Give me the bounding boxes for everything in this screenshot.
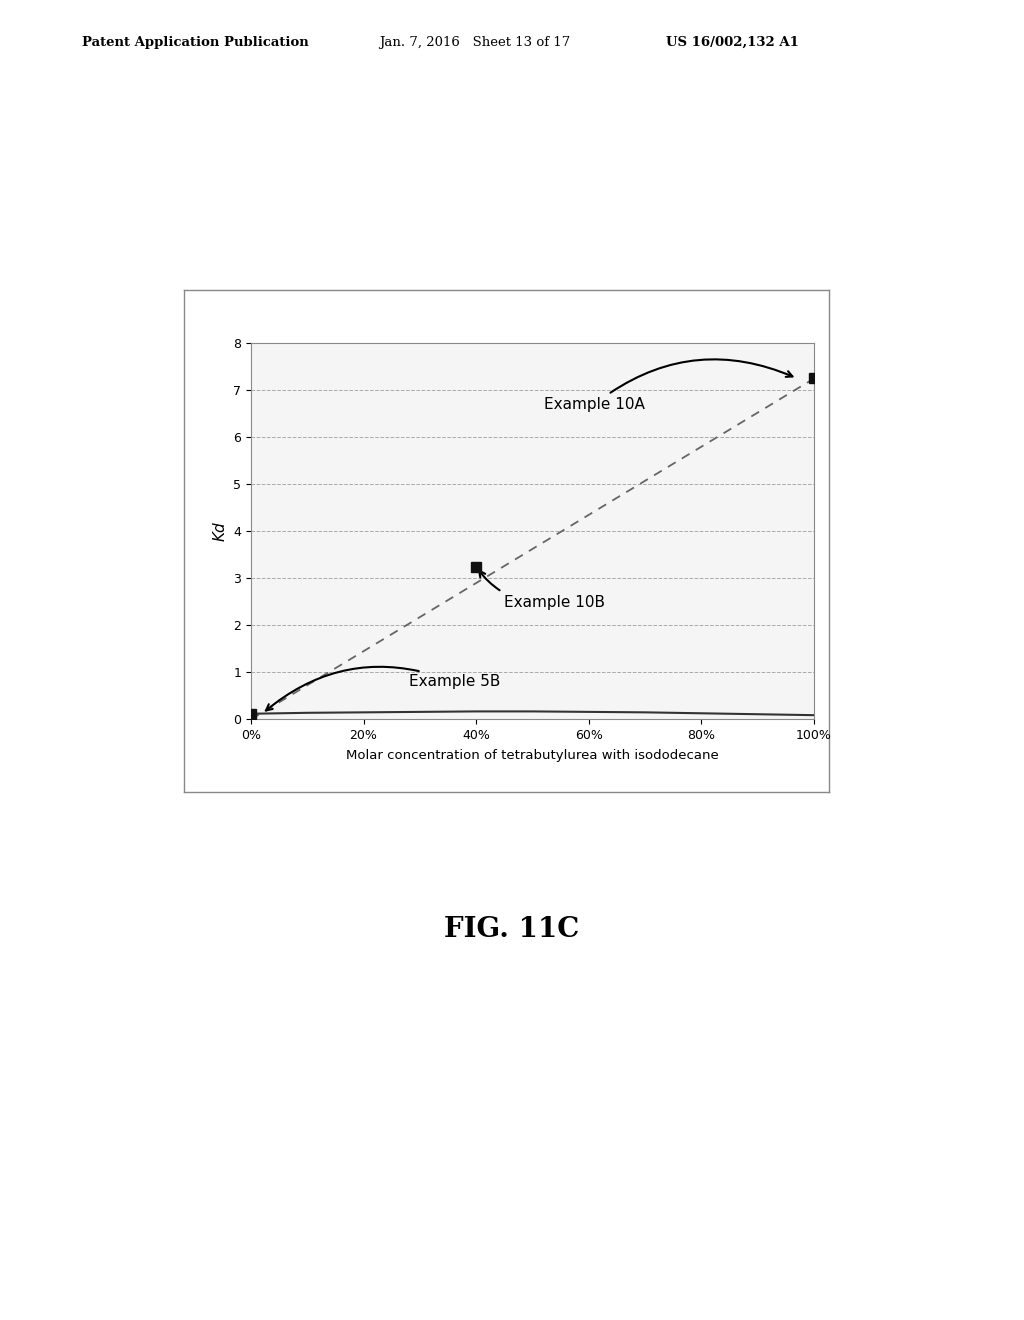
Text: US 16/002,132 A1: US 16/002,132 A1 <box>666 36 799 49</box>
Text: FIG. 11C: FIG. 11C <box>444 916 580 944</box>
X-axis label: Molar concentration of tetrabutylurea with isododecane: Molar concentration of tetrabutylurea wi… <box>346 748 719 762</box>
Text: Example 10B: Example 10B <box>479 570 605 610</box>
Text: Example 10A: Example 10A <box>544 359 793 412</box>
Text: Jan. 7, 2016   Sheet 13 of 17: Jan. 7, 2016 Sheet 13 of 17 <box>379 36 570 49</box>
Text: Example 5B: Example 5B <box>266 667 500 710</box>
Y-axis label: Kd: Kd <box>213 521 227 541</box>
Text: Patent Application Publication: Patent Application Publication <box>82 36 308 49</box>
